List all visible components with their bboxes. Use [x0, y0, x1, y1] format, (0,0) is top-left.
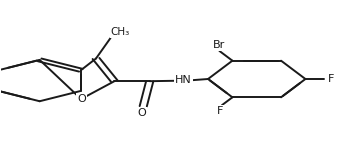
Text: F: F [328, 74, 334, 84]
Text: HN: HN [175, 75, 192, 85]
Text: F: F [217, 106, 224, 116]
Text: O: O [137, 107, 146, 118]
Text: Br: Br [212, 40, 225, 50]
Text: CH₃: CH₃ [111, 27, 130, 37]
Text: O: O [77, 94, 86, 104]
